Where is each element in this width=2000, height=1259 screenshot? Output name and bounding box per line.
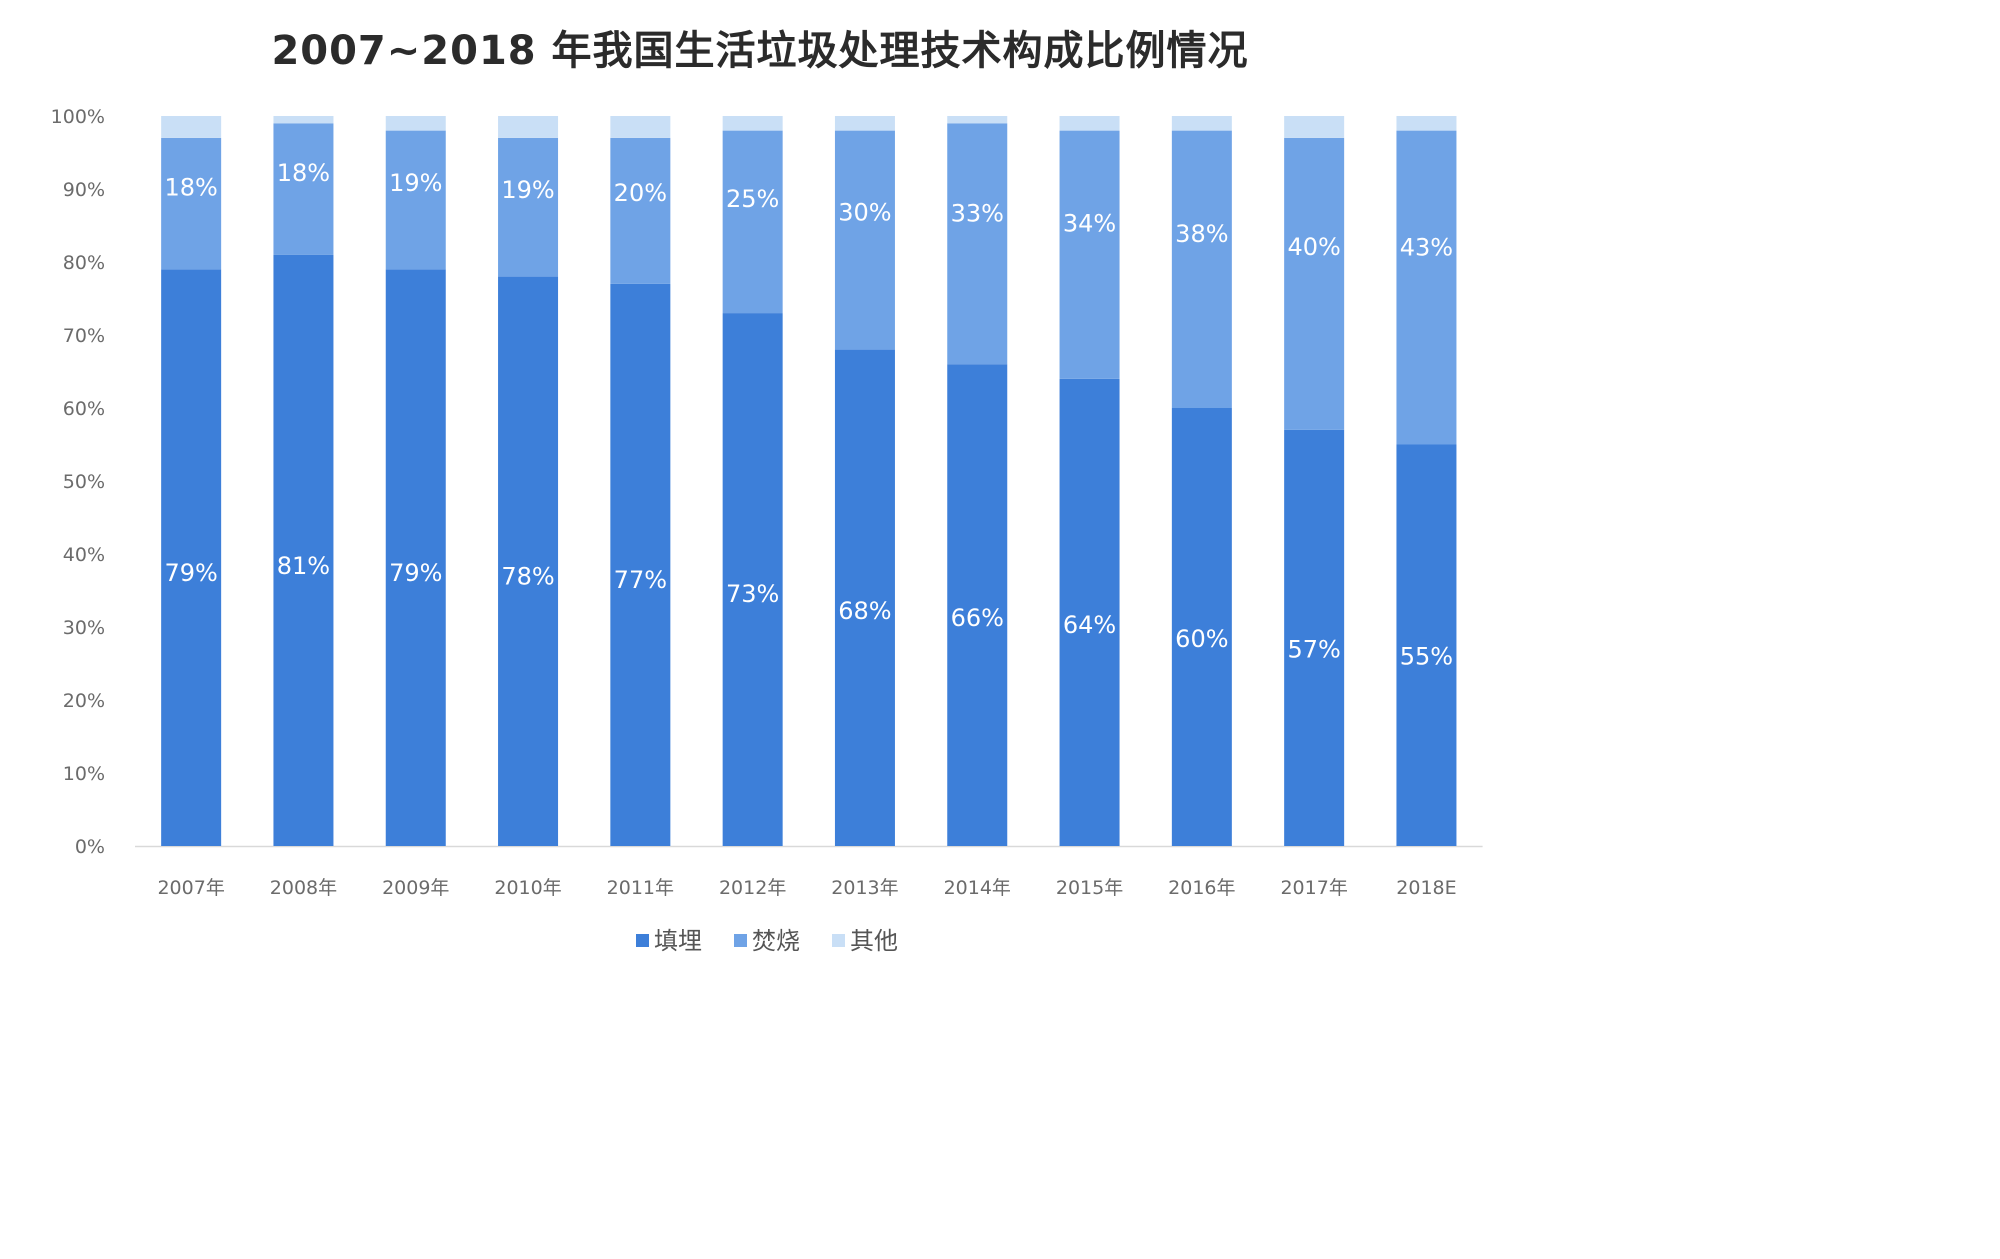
- bar-segment: [1171, 130, 1232, 408]
- bar-segment: [1171, 408, 1232, 846]
- bar-segment: [1396, 116, 1457, 131]
- data-label: 38%: [1175, 220, 1228, 248]
- y-tick-label: 30%: [63, 617, 105, 639]
- y-tick-label: 70%: [63, 325, 105, 347]
- data-label: 66%: [951, 604, 1004, 632]
- bar-segment: [273, 123, 334, 255]
- data-label: 77%: [614, 566, 667, 594]
- y-tick-label: 40%: [63, 544, 105, 566]
- x-tick-label: 2007年: [157, 877, 224, 899]
- data-label: 73%: [726, 580, 779, 608]
- x-tick-label: 2009年: [382, 877, 449, 899]
- bar-segment: [498, 276, 559, 847]
- y-tick-label: 0%: [75, 836, 105, 858]
- bar-segment: [1396, 444, 1457, 846]
- y-tick-label: 90%: [63, 179, 105, 201]
- data-label: 30%: [838, 199, 891, 227]
- y-tick-label: 50%: [63, 471, 105, 493]
- bar-segment: [1284, 116, 1345, 138]
- x-tick-label: 2017年: [1280, 877, 1347, 899]
- data-label: 43%: [1400, 234, 1453, 262]
- x-tick-label: 2008年: [270, 877, 337, 899]
- bar-segment: [834, 130, 895, 350]
- bar-segment: [161, 116, 222, 138]
- bar-segment: [385, 130, 446, 270]
- x-tick-label: 2015年: [1056, 877, 1123, 899]
- data-label: 18%: [164, 174, 217, 202]
- bar-segment: [610, 116, 671, 138]
- data-label: 79%: [389, 559, 442, 587]
- bar-segment: [1396, 130, 1457, 445]
- bar-segment: [161, 269, 222, 846]
- bar-segment: [722, 130, 783, 314]
- stacked-bar-chart: 0% 10% 20% 30% 40% 50% 60% 70% 80% 90% 100% 79% 18%…: [51, 106, 1483, 955]
- bar-segment: [273, 254, 334, 846]
- legend-label: 其他: [850, 927, 898, 955]
- bar-segment: [1059, 116, 1120, 131]
- y-axis: 0% 10% 20% 30% 40% 50% 60% 70% 80% 90% 100%: [51, 106, 1483, 858]
- x-tick-label: 2016年: [1168, 877, 1235, 899]
- bar-segment: [498, 137, 559, 277]
- data-label: 33%: [951, 199, 1004, 227]
- bars: 79% 18% 81% 18% 79% 19% 78% 19% 77% 20% 73% 25% 68% 3…: [161, 116, 1457, 847]
- data-label: 19%: [501, 176, 554, 204]
- y-tick-label: 20%: [63, 690, 105, 712]
- y-tick-label: 60%: [63, 398, 105, 420]
- x-tick-label: 2010年: [494, 877, 561, 899]
- bar-segment: [947, 123, 1008, 365]
- bar-segment: [1059, 130, 1120, 379]
- bar-segment: [161, 137, 222, 270]
- bar-segment: [722, 313, 783, 847]
- chart-title: 2007~2018 年我国生活垃圾处理技术构成比例情况: [271, 28, 1249, 74]
- bar-segment: [834, 349, 895, 846]
- data-label: 25%: [726, 185, 779, 213]
- x-tick-label: 2011年: [607, 877, 674, 899]
- bar-segment: [610, 283, 671, 846]
- bar-segment: [1284, 137, 1345, 430]
- data-label: 68%: [838, 597, 891, 625]
- data-label: 18%: [277, 159, 330, 187]
- legend-swatch: [832, 934, 845, 947]
- data-label: 79%: [164, 559, 217, 587]
- y-tick-label: 10%: [63, 763, 105, 785]
- data-label: 64%: [1063, 611, 1116, 639]
- legend-label: 焚烧: [752, 927, 800, 955]
- bar-segment: [610, 137, 671, 284]
- x-tick-label: 2013年: [831, 877, 898, 899]
- legend-label: 填埋: [654, 927, 702, 955]
- data-label: 81%: [277, 552, 330, 580]
- x-tick-label: 2014年: [944, 877, 1011, 899]
- bar-segment: [1059, 378, 1120, 846]
- bar-segment: [385, 116, 446, 131]
- legend-swatch: [636, 934, 649, 947]
- bar-segment: [947, 364, 1008, 846]
- bar-segment: [1284, 429, 1345, 846]
- data-label: 55%: [1400, 642, 1453, 670]
- bar-segment: [947, 116, 1008, 124]
- data-label: 40%: [1287, 233, 1340, 261]
- bar-segment: [1171, 116, 1232, 131]
- legend-swatch: [734, 934, 747, 947]
- y-tick-label: 100%: [51, 106, 105, 128]
- data-label: 57%: [1287, 635, 1340, 663]
- x-axis: 2007年 2008年 2009年 2010年 2011年 2012年 2013年 2014年…: [157, 877, 1456, 899]
- data-label: 19%: [389, 169, 442, 197]
- data-label: 60%: [1175, 625, 1228, 653]
- x-tick-label: 2018E: [1396, 877, 1456, 899]
- bar-segment: [273, 116, 334, 124]
- bar-segment: [498, 116, 559, 138]
- x-tick-label: 2012年: [719, 877, 786, 899]
- bar-segment: [834, 116, 895, 131]
- legend: 填埋 焚烧 其他: [636, 927, 898, 955]
- data-label: 78%: [501, 563, 554, 591]
- data-label: 20%: [614, 179, 667, 207]
- y-tick-label: 80%: [63, 252, 105, 274]
- data-label: 34%: [1063, 209, 1116, 237]
- bar-segment: [385, 269, 446, 846]
- bar-segment: [722, 116, 783, 131]
